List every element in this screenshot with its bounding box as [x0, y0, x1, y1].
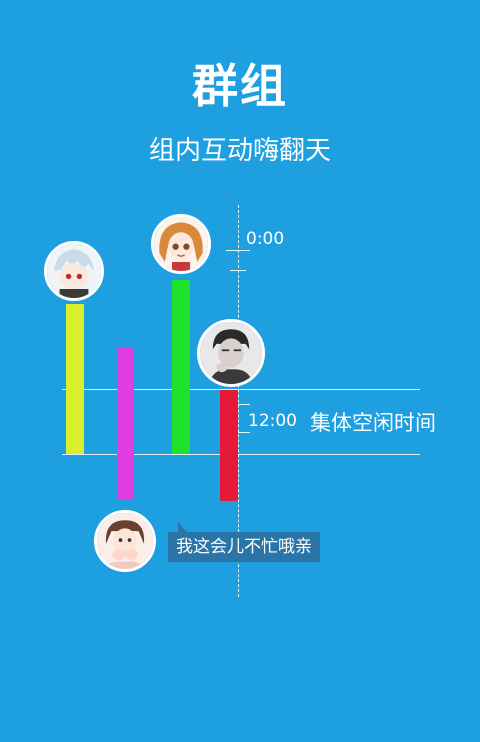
anime-girl-avatar-icon[interactable]: [151, 214, 211, 274]
page-subtitle: 组内互动嗨翻天: [148, 136, 331, 166]
member-bar-red: [220, 390, 238, 501]
start-time-label: 0:00: [246, 229, 285, 249]
axis-tick: [230, 270, 246, 271]
girl-photo-avatar-icon[interactable]: [94, 510, 156, 572]
member-bar-green: [172, 280, 190, 454]
mid-time-label: 12:00: [248, 411, 297, 431]
speech-bubble-tail: [178, 522, 188, 534]
man-photo-avatar-icon[interactable]: [197, 319, 265, 387]
free-time-label: 集体空闲时间: [310, 411, 436, 435]
member-bar-magenta: [117, 347, 134, 500]
page-title: 群组: [192, 59, 288, 113]
anime-boy-avatar-icon[interactable]: [44, 241, 104, 301]
axis-tick: [238, 432, 250, 433]
free-time-bottom-line: [62, 454, 420, 455]
member-bar-lime: [66, 304, 84, 454]
axis-tick: [226, 250, 250, 251]
axis-tick: [238, 404, 250, 405]
status-message-bubble: 我这会儿不忙哦亲: [168, 532, 320, 562]
time-axis: [238, 205, 239, 597]
free-time-top-line: [62, 389, 420, 390]
